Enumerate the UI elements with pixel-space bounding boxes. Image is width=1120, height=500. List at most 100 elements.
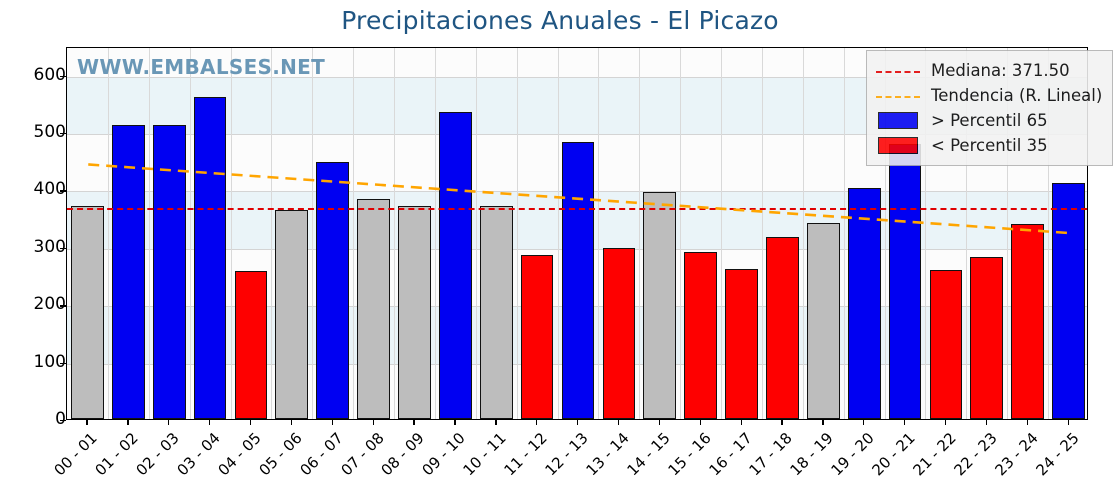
y-axis: 0 100 200 300 400 500 600 [0,47,66,429]
bar-24-25 [1052,183,1085,419]
x-tick-mark [413,420,415,425]
bar-14-15 [643,191,677,419]
gridline-vertical [394,48,396,419]
gridline-vertical [107,48,109,419]
x-tick-mark [781,420,783,425]
x-tick-mark [658,420,661,425]
legend-item: Tendencia (R. Lineal) [876,83,1102,108]
bar-10-11 [479,206,513,419]
gridline-vertical [966,48,968,419]
y-tick-mark [60,362,66,364]
bar-21-22 [929,270,963,419]
x-tick-mark [863,420,865,425]
x-tick-mark [168,420,170,425]
chart-legend: Mediana: 371.50 Tendencia (R. Lineal) > Pe… [866,50,1114,166]
x-axis: 00 - 01 01 - 02 02 - 03 03 - 04 04 - 05 05 - … [51,420,1088,500]
x-tick-mark [249,420,252,425]
bar-08-09 [398,206,431,419]
x-tick-mark [617,420,620,425]
bar-23-24 [1011,224,1045,419]
gridline-vertical [761,48,763,419]
gridline-vertical [516,48,518,419]
blue-swatch-icon [878,112,918,129]
y-tick-mark [60,420,66,422]
gridline-vertical [721,48,723,419]
x-tick-mark [209,420,211,425]
bar-05-06 [275,209,309,419]
median-dash-icon [876,70,920,73]
bar-17-18 [766,236,799,419]
bar-03-04 [193,96,227,419]
trend-dash-icon [876,95,920,98]
x-tick-mark [944,420,947,425]
bar-16-17 [725,268,758,419]
legend-label: Mediana: 371.50 [931,61,1070,80]
y-tick-mark [60,75,66,77]
x-tick-mark [536,420,538,425]
x-tick-mark [1067,420,1069,425]
bar-01-02 [111,125,145,419]
gridline-vertical [353,48,355,419]
y-tick-label: 500 [33,122,66,143]
legend-item: < Percentil 35 [876,133,1102,158]
y-tick-label: 600 [33,64,66,85]
bar-11-12 [520,254,554,419]
x-tick-mark [86,420,88,425]
legend-label: Tendencia (R. Lineal) [931,86,1103,105]
red-swatch-icon [878,137,918,154]
bar-13-14 [602,248,636,419]
trend-line-path [88,163,1068,235]
gridline-vertical [475,48,477,419]
chart-title: Precipitaciones Anuales - El Picazo [341,6,779,35]
gridline-horizontal [67,134,1087,136]
gridline-vertical [189,48,191,419]
x-tick-mark [904,420,906,425]
gridline-horizontal [67,76,1087,78]
x-tick-mark [740,420,742,425]
bar-07-08 [357,198,390,419]
gridline-vertical [557,48,559,419]
x-tick-mark [331,420,334,425]
x-tick-mark [127,420,129,425]
y-tick-label: 200 [33,294,66,315]
y-tick-label: 100 [33,351,66,372]
bar-18-19 [806,222,840,419]
x-tick-mark [372,420,374,425]
x-tick-mark [495,420,497,425]
legend-item: > Percentil 65 [876,108,1102,133]
gridline-vertical [271,48,273,419]
gridline-vertical [802,48,804,419]
gridline-vertical [1007,48,1009,419]
gridline-vertical [925,48,927,419]
bar-20-21 [888,143,922,419]
median-reference-line [67,207,1087,210]
y-tick-mark [60,190,66,192]
gridline-vertical [230,48,232,419]
watermark: WWW.EMBALSES.NET [77,55,326,79]
y-tick-mark [60,133,66,135]
bar-04-05 [234,270,268,419]
gridline-vertical [1048,48,1050,419]
gridline-vertical [843,48,845,419]
gridline-vertical [312,48,314,419]
y-tick-label: 0 [55,409,66,429]
bar-06-07 [316,161,350,419]
gridline-vertical [884,48,886,419]
bar-02-03 [152,125,186,419]
gridline-vertical [148,48,150,419]
legend-label: > Percentil 65 [931,111,1048,130]
x-tick-mark [454,420,456,425]
x-tick-mark [699,420,701,425]
y-tick-mark [60,247,66,250]
trend-line [88,163,1068,235]
x-tick-mark [577,420,579,425]
legend-item: Mediana: 371.50 [876,58,1102,83]
legend-label: < Percentil 35 [931,136,1048,155]
x-tick-mark [985,420,988,425]
y-tick-label: 400 [33,179,66,200]
bar-12-13 [561,141,595,419]
gridline-vertical [680,48,682,419]
x-tick-mark [822,420,824,425]
bar-22-23 [970,256,1004,419]
